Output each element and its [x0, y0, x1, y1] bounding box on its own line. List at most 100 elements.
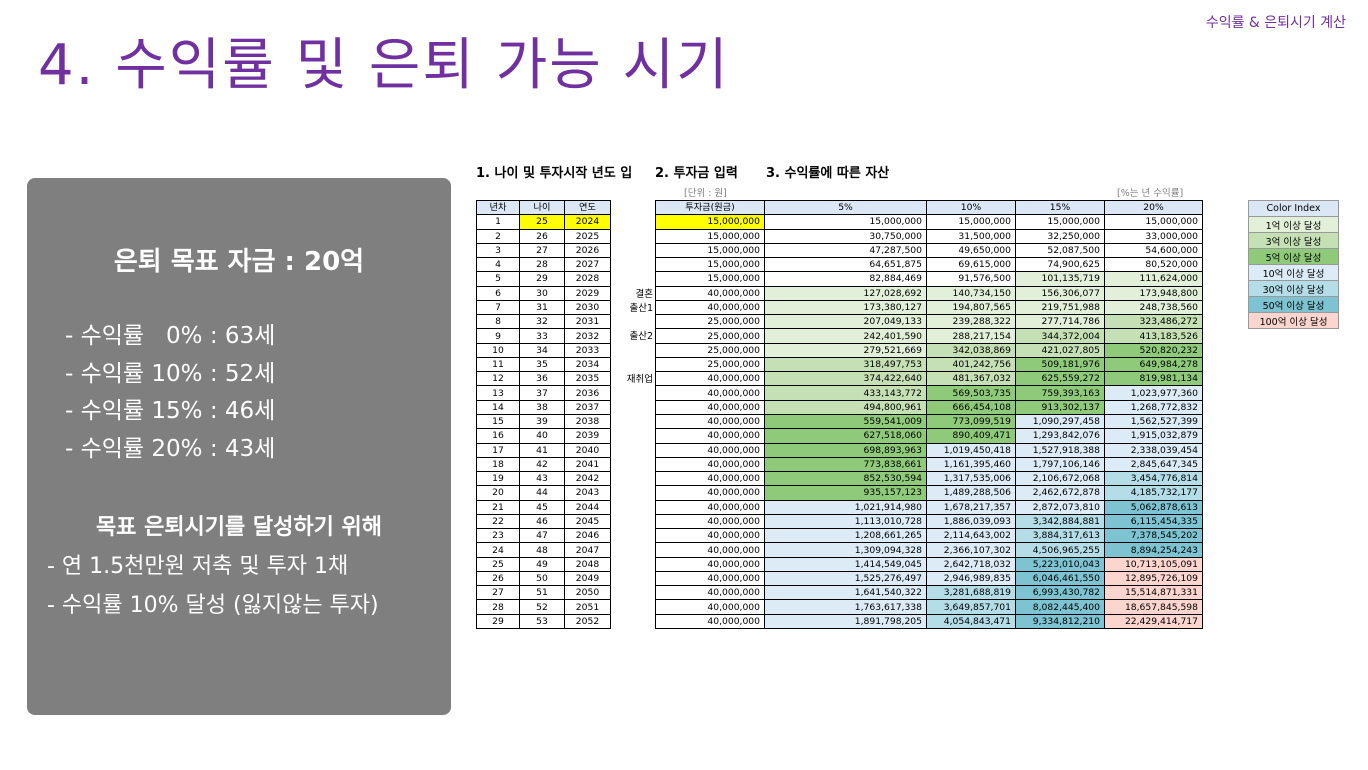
year-count-cell: 9 [476, 328, 520, 344]
table-row: 29 53 2052 [476, 613, 611, 629]
asset-15pct-cell: 1,797,106,146 [1015, 456, 1105, 473]
principal-cell: 40,000,000 [655, 542, 765, 558]
principal-cell: 25,000,000 [655, 314, 765, 330]
asset-5pct-cell: 242,401,590 [764, 328, 927, 344]
age-cell: 30 [519, 285, 565, 301]
year-cell: 2036 [564, 385, 611, 401]
age-cell: 51 [519, 585, 565, 601]
asset-5pct-cell: 318,497,753 [764, 356, 927, 373]
header-year: 연도 [564, 199, 611, 216]
principal-cell: 40,000,000 [655, 428, 765, 444]
asset-10pct-cell: 1,317,535,006 [926, 471, 1016, 487]
life-event-label: 결혼 [635, 288, 653, 300]
year-count-cell: 1 [476, 214, 520, 230]
table-row: 40,000,000 127,028,692 140,734,150 156,306,… [655, 285, 1203, 301]
table-row: 25,000,000 279,521,669 342,038,869 421,027,… [655, 342, 1203, 358]
asset-10pct-cell: 569,503,735 [926, 385, 1016, 401]
asset-15pct-cell: 2,106,672,068 [1015, 471, 1105, 487]
asset-5pct-cell: 1,525,276,497 [764, 570, 927, 587]
table-row: 40,000,000 1,208,661,265 2,114,643,002 3,88… [655, 528, 1203, 544]
age-cell: 32 [519, 314, 565, 330]
asset-10pct-cell: 69,615,000 [926, 257, 1016, 273]
asset-15pct-cell: 625,559,272 [1015, 371, 1105, 387]
asset-10pct-cell: 1,489,288,506 [926, 485, 1016, 501]
principal-cell: 25,000,000 [655, 328, 765, 344]
principal-cell: 40,000,000 [655, 442, 765, 458]
table-row: 18 42 2041 [476, 456, 611, 473]
asset-15pct-cell: 6,993,430,782 [1015, 585, 1105, 601]
page-title: 4. 수익률 및 은퇴 가능 시기 [38, 33, 730, 98]
year-cell: 2042 [564, 471, 611, 487]
table-row: 7 31 2030 [476, 299, 611, 316]
section-investment-input: 2. 투자금 입력 [655, 166, 738, 181]
asset-10pct-cell: 140,734,150 [926, 285, 1016, 301]
year-count-cell: 20 [476, 485, 520, 501]
asset-5pct-cell: 279,521,669 [764, 342, 927, 358]
table-row: 40,000,000 1,525,276,497 2,946,989,835 6,04… [655, 570, 1203, 587]
table-row: 2 26 2025 [476, 228, 611, 244]
year-cell: 2041 [564, 456, 611, 473]
table-row: 40,000,000 698,893,963 1,019,450,418 1,527,… [655, 442, 1203, 458]
age-cell: 33 [519, 328, 565, 344]
table-row: 1 25 2024 [476, 214, 611, 230]
year-cell: 2027 [564, 257, 611, 273]
table-row: 16 40 2039 [476, 428, 611, 444]
asset-table: 투자금(원금) 5% 10% 15% 20% 15,000,000 15,000,… [655, 199, 1203, 629]
asset-20pct-cell: 54,600,000 [1104, 242, 1203, 259]
age-cell: 25 [519, 214, 565, 230]
principal-cell: 40,000,000 [655, 613, 765, 629]
year-cell: 2044 [564, 499, 611, 515]
year-cell: 2043 [564, 485, 611, 501]
table-row: 40,000,000 1,113,010,728 1,886,039,093 3,34… [655, 513, 1203, 530]
asset-10pct-cell: 890,409,471 [926, 428, 1016, 444]
principal-cell: 40,000,000 [655, 399, 765, 415]
unit-won-note: [단위 : 원] [684, 188, 727, 199]
asset-5pct-cell: 207,049,133 [764, 314, 927, 330]
age-cell: 37 [519, 385, 565, 401]
age-cell: 42 [519, 456, 565, 473]
asset-5pct-cell: 1,309,094,328 [764, 542, 927, 558]
asset-15pct-cell: 156,306,077 [1015, 285, 1105, 301]
asset-15pct-cell: 3,342,884,881 [1015, 513, 1105, 530]
asset-15pct-cell: 344,372,004 [1015, 328, 1105, 344]
asset-15pct-cell: 421,027,805 [1015, 342, 1105, 358]
asset-10pct-cell: 1,161,395,460 [926, 456, 1016, 473]
table-row: 15 39 2038 [476, 413, 611, 430]
table-row: 12 36 2035 [476, 371, 611, 387]
asset-15pct-cell: 913,302,137 [1015, 399, 1105, 415]
asset-10pct-cell: 1,678,217,357 [926, 499, 1016, 515]
table-row: 10 34 2033 [476, 342, 611, 358]
principal-cell: 40,000,000 [655, 570, 765, 587]
asset-5pct-cell: 433,143,772 [764, 385, 927, 401]
year-count-cell: 27 [476, 585, 520, 601]
life-event-label: 출산1 [629, 302, 653, 314]
asset-15pct-cell: 74,900,625 [1015, 257, 1105, 273]
year-cell: 2033 [564, 342, 611, 358]
asset-20pct-cell: 173,948,800 [1104, 285, 1203, 301]
color-index-item: 5억 이상 달성 [1248, 248, 1339, 265]
asset-20pct-cell: 2,338,039,454 [1104, 442, 1203, 458]
principal-cell: 15,000,000 [655, 214, 765, 230]
header-rate-10: 10% [926, 199, 1016, 216]
table-row: 4 28 2027 [476, 257, 611, 273]
principal-cell: 15,000,000 [655, 257, 765, 273]
header-year-count: 년차 [476, 199, 520, 216]
year-count-cell: 19 [476, 471, 520, 487]
table-row: 40,000,000 374,422,640 481,367,032 625,559,… [655, 371, 1203, 387]
asset-10pct-cell: 2,366,107,302 [926, 542, 1016, 558]
principal-cell: 40,000,000 [655, 528, 765, 544]
asset-15pct-cell: 219,751,988 [1015, 299, 1105, 316]
asset-20pct-cell: 80,520,000 [1104, 257, 1203, 273]
color-index-item: 50억 이상 달성 [1248, 296, 1339, 313]
table-row: 15,000,000 47,287,500 49,650,000 52,087,500… [655, 242, 1203, 259]
principal-cell: 40,000,000 [655, 585, 765, 601]
table-row: 15,000,000 15,000,000 15,000,000 15,000,000… [655, 214, 1203, 230]
asset-5pct-cell: 1,763,617,338 [764, 599, 927, 615]
age-cell: 52 [519, 599, 565, 615]
table-row: 40,000,000 1,414,549,045 2,642,718,032 5,22… [655, 556, 1203, 572]
asset-20pct-cell: 111,624,000 [1104, 271, 1203, 287]
year-cell: 2030 [564, 299, 611, 316]
table-row: 40,000,000 627,518,060 890,409,471 1,293,84… [655, 428, 1203, 444]
asset-5pct-cell: 127,028,692 [764, 285, 927, 301]
color-index-item: 100억 이상 달성 [1248, 312, 1339, 329]
